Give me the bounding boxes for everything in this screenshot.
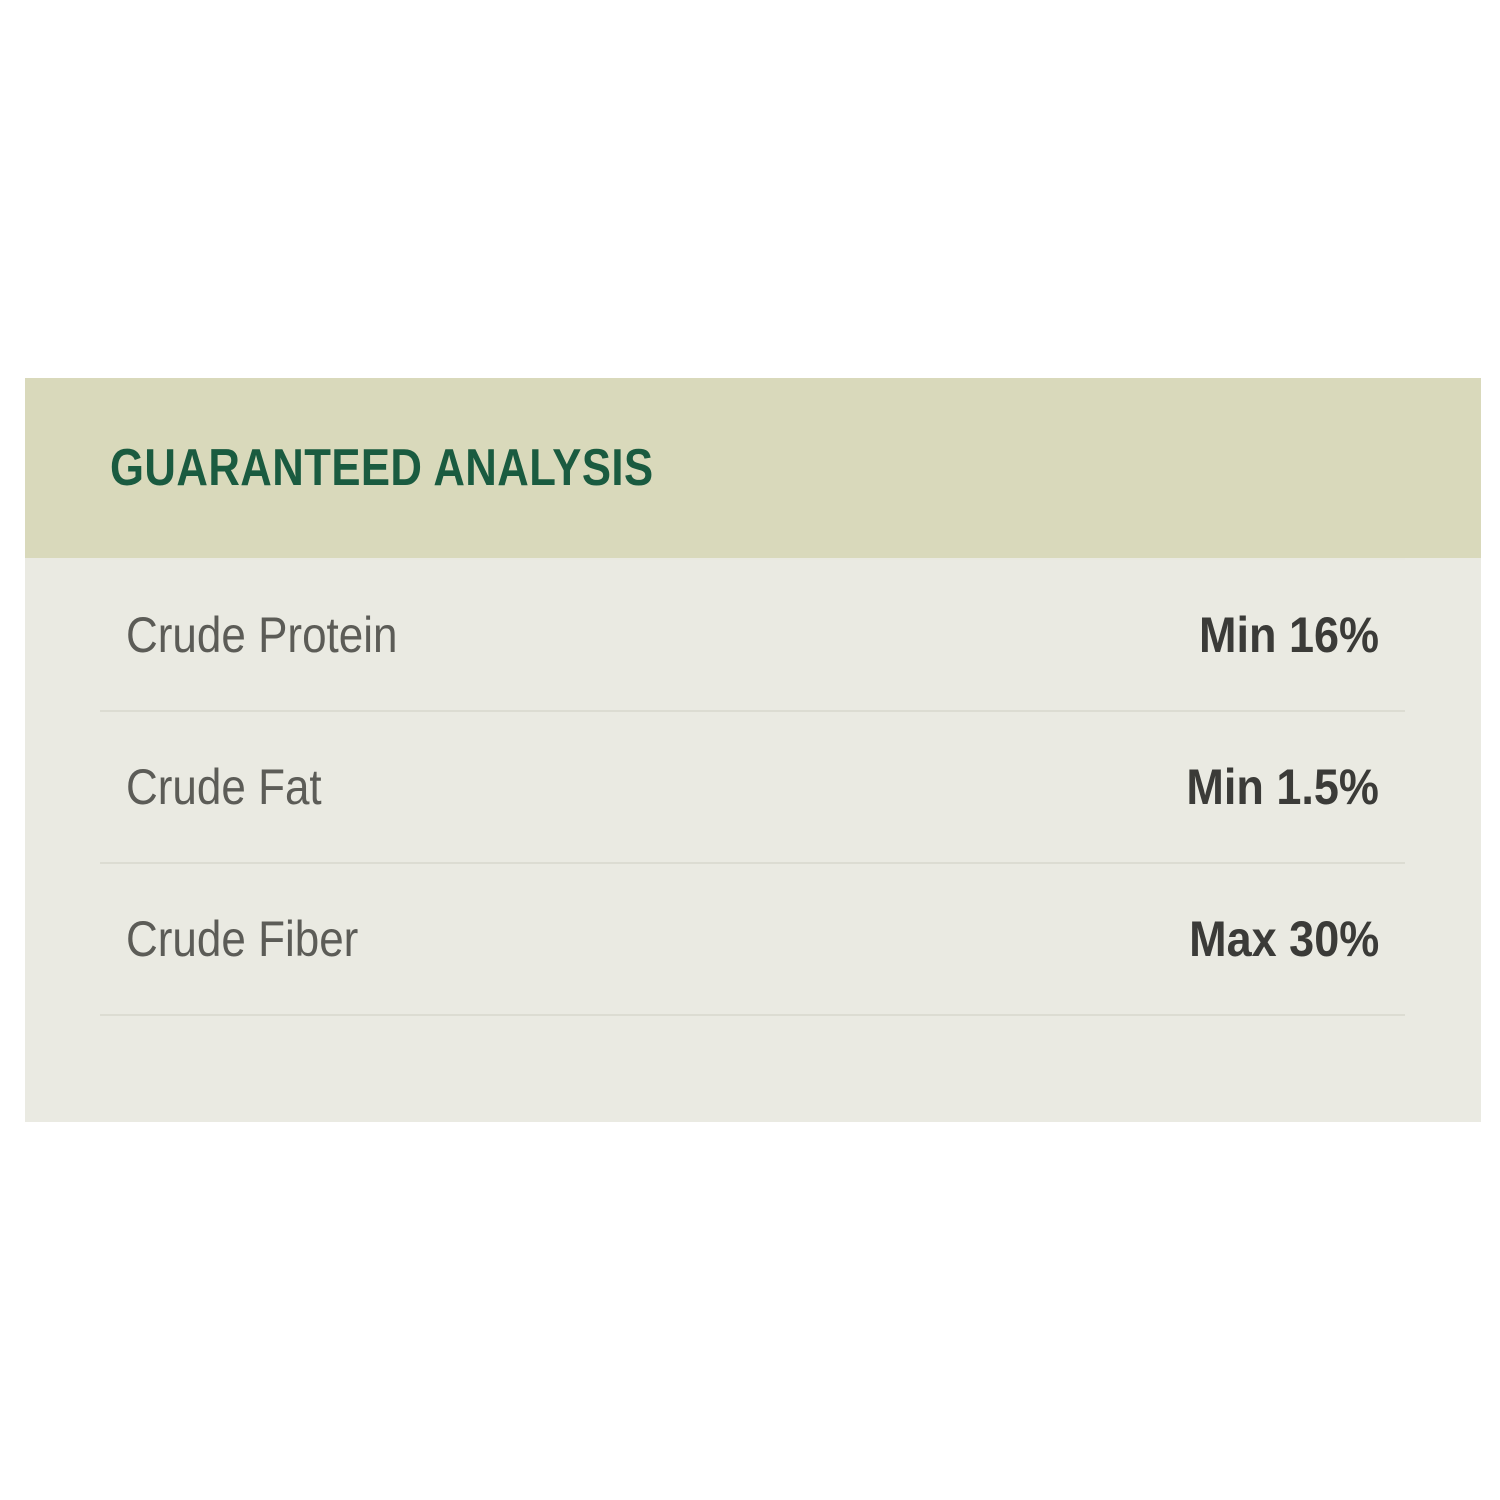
table-cell-label: Crude Protein (100, 558, 753, 712)
table-cell-label: Crude Fat (100, 710, 753, 864)
card-body: Crude Protein Min 16% Crude Fat Min 1.5% (25, 558, 1481, 1016)
guaranteed-analysis-table: Crude Protein Min 16% Crude Fat Min 1.5% (100, 558, 1405, 1016)
nutrient-value: Max 30% (1188, 911, 1379, 967)
nutrient-label: Crude Fat (126, 759, 322, 815)
card-header: GUARANTEED ANALYSIS (25, 378, 1481, 558)
page-title: GUARANTEED ANALYSIS (110, 439, 654, 497)
nutrient-value: Min 1.5% (1186, 759, 1379, 815)
table-cell-value: Max 30% (752, 862, 1405, 1016)
table-cell-label: Crude Fiber (100, 862, 753, 1016)
table-row: Crude Fat Min 1.5% (100, 710, 1405, 864)
guaranteed-analysis-card: GUARANTEED ANALYSIS Crude Protein Min 16… (25, 378, 1481, 1122)
table-cell-value: Min 16% (752, 558, 1405, 712)
nutrient-label: Crude Fiber (126, 911, 359, 967)
nutrient-label: Crude Protein (126, 607, 398, 663)
table-cell-value: Min 1.5% (752, 710, 1405, 864)
table-row: Crude Protein Min 16% (100, 558, 1405, 712)
table-row: Crude Fiber Max 30% (100, 862, 1405, 1016)
nutrient-value: Min 16% (1198, 607, 1379, 663)
